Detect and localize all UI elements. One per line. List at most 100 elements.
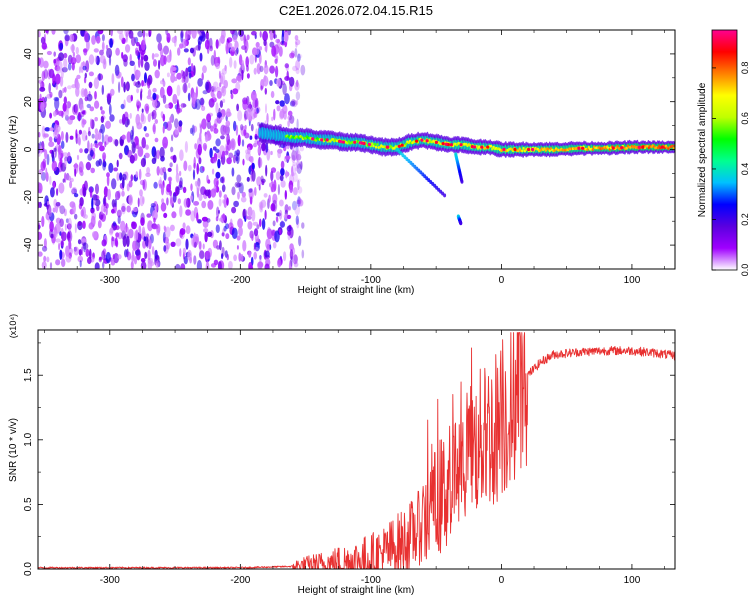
noise-blob [289, 100, 296, 107]
noise-blob [278, 46, 283, 57]
noise-blob [172, 192, 177, 203]
noise-blob [147, 249, 151, 261]
noise-blob [103, 186, 108, 198]
noise-blob [260, 85, 263, 91]
noise-blob [153, 217, 156, 223]
noise-blob [269, 65, 275, 74]
noise-blob [39, 86, 46, 92]
noise-blob [154, 53, 159, 58]
noise-blob [182, 186, 187, 194]
noise-blob [150, 203, 156, 208]
noise-blob [264, 87, 267, 95]
noise-blob [263, 39, 267, 46]
noise-blob [122, 235, 127, 248]
noise-blob [175, 163, 179, 175]
noise-blob [58, 52, 65, 61]
noise-blob [166, 121, 172, 131]
noise-blob [193, 156, 196, 169]
noise-blob [101, 84, 105, 95]
noise-blob [206, 120, 211, 130]
y-tick-label: 1.0 [23, 432, 34, 446]
noise-blob [53, 51, 56, 57]
noise-blob [38, 30, 41, 38]
noise-blob [224, 64, 227, 72]
ridge-branch [459, 221, 463, 226]
noise-blob [49, 112, 52, 119]
noise-blob [111, 178, 117, 190]
ridge-peak [527, 147, 531, 152]
noise-blob [194, 241, 197, 248]
noise-blob [65, 101, 68, 113]
noise-blob [53, 147, 57, 152]
noise-blob [192, 125, 198, 133]
noise-blob [162, 113, 166, 122]
noise-blob [154, 149, 157, 161]
noise-blob [242, 158, 245, 166]
noise-blob [145, 32, 148, 37]
noise-blob [246, 73, 250, 79]
noise-blob [159, 167, 164, 176]
noise-blob [185, 238, 189, 250]
noise-blob [171, 36, 177, 44]
noise-blob [128, 228, 134, 239]
noise-blob [284, 63, 289, 69]
noise-blob [288, 206, 291, 211]
noise-blob [63, 96, 67, 104]
noise-blob [301, 222, 305, 229]
y-tick-label: 0.0 [23, 562, 34, 576]
noise-blob [64, 157, 67, 168]
noise-blob [154, 137, 159, 143]
noise-blob [233, 154, 236, 164]
noise-blob [99, 128, 103, 133]
noise-blob [156, 33, 162, 43]
noise-blob [93, 48, 99, 53]
noise-blob [132, 207, 138, 213]
noise-blob [241, 139, 245, 147]
noise-blob [86, 39, 90, 51]
noise-blob [182, 247, 186, 255]
noise-blob [167, 167, 172, 172]
noise-blob [121, 190, 125, 197]
noise-blob [182, 222, 186, 230]
noise-blob [248, 251, 252, 258]
noise-blob [144, 72, 147, 84]
noise-blob [294, 81, 300, 91]
noise-blob [183, 48, 189, 53]
noise-blob [71, 202, 76, 215]
noise-blob [231, 167, 235, 177]
noise-blob [175, 238, 182, 247]
noise-blob [91, 212, 97, 221]
noise-blob [264, 250, 270, 258]
colorbar-label: Normalized spectral amplitude [697, 82, 708, 217]
noise-blob [292, 254, 299, 265]
noise-blob [128, 180, 133, 188]
noise-blob [225, 120, 231, 127]
noise-blob [299, 161, 303, 170]
noise-blob [119, 172, 123, 181]
noise-blob [174, 127, 179, 135]
noise-blob [177, 198, 181, 205]
noise-blob [292, 161, 297, 167]
noise-blob [138, 168, 142, 180]
noise-blob [139, 189, 143, 197]
noise-blob [96, 204, 100, 212]
noise-blob [76, 133, 81, 145]
noise-blob [89, 149, 94, 157]
noise-blob [92, 231, 98, 239]
noise-blob [48, 136, 53, 143]
noise-blob [118, 119, 123, 124]
noise-blob [189, 256, 193, 264]
colorbar: 0.0 0.2 0.4 0.6 0.8 Normalized spectral ampl… [697, 29, 750, 276]
noise-blob [100, 106, 103, 111]
noise-blob [135, 249, 141, 256]
noise-blob [194, 143, 198, 150]
noise-blob [221, 85, 227, 97]
noise-blob [262, 30, 268, 42]
noise-blob [223, 194, 228, 200]
noise-blob [196, 180, 201, 192]
noise-blob [170, 146, 174, 153]
noise-blob [83, 30, 89, 43]
noise-blob [166, 32, 171, 44]
noise-blob [162, 136, 169, 149]
noise-blob [230, 46, 236, 52]
